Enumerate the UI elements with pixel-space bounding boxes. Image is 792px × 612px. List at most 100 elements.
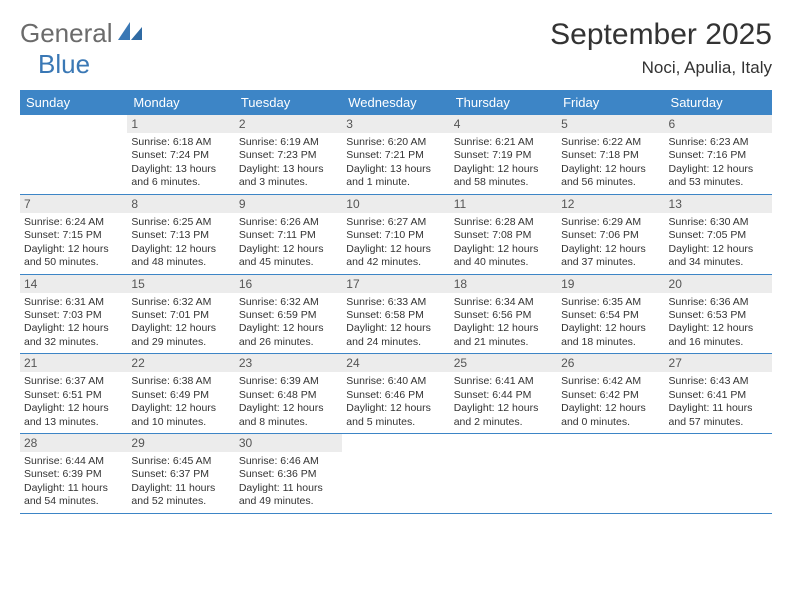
sunrise-line: Sunrise: 6:33 AM (346, 296, 445, 309)
logo-word-blue: Blue (38, 49, 90, 79)
day-cell: 19Sunrise: 6:35 AMSunset: 6:54 PMDayligh… (557, 275, 664, 354)
day-body: Sunrise: 6:42 AMSunset: 6:42 PMDaylight:… (557, 372, 664, 433)
day-body: Sunrise: 6:32 AMSunset: 7:01 PMDaylight:… (127, 293, 234, 354)
day-body: Sunrise: 6:36 AMSunset: 6:53 PMDaylight:… (665, 293, 772, 354)
day-cell: 10Sunrise: 6:27 AMSunset: 7:10 PMDayligh… (342, 195, 449, 274)
day-number: 15 (127, 275, 234, 293)
sunset-line: Sunset: 7:18 PM (561, 149, 660, 162)
day-body: Sunrise: 6:23 AMSunset: 7:16 PMDaylight:… (665, 133, 772, 194)
weekday-header: Monday (127, 90, 234, 115)
sunrise-line: Sunrise: 6:42 AM (561, 375, 660, 388)
sunrise-line: Sunrise: 6:30 AM (669, 216, 768, 229)
day-cell (557, 434, 664, 513)
day-cell: 24Sunrise: 6:40 AMSunset: 6:46 PMDayligh… (342, 354, 449, 433)
day-cell: 25Sunrise: 6:41 AMSunset: 6:44 PMDayligh… (450, 354, 557, 433)
day-number: 6 (665, 115, 772, 133)
day-cell (342, 434, 449, 513)
day-cell (450, 434, 557, 513)
weeks-container: 1Sunrise: 6:18 AMSunset: 7:24 PMDaylight… (20, 115, 772, 514)
sunrise-line: Sunrise: 6:36 AM (669, 296, 768, 309)
logo-sail-icon (116, 29, 144, 46)
day-number: 7 (20, 195, 127, 213)
day-cell: 21Sunrise: 6:37 AMSunset: 6:51 PMDayligh… (20, 354, 127, 433)
weekday-header: Saturday (665, 90, 772, 115)
day-number: 2 (235, 115, 342, 133)
daylight-line: Daylight: 12 hours and 24 minutes. (346, 322, 445, 349)
sunset-line: Sunset: 7:05 PM (669, 229, 768, 242)
sunset-line: Sunset: 6:53 PM (669, 309, 768, 322)
calendar-grid: Sunday Monday Tuesday Wednesday Thursday… (20, 90, 772, 514)
sunrise-line: Sunrise: 6:43 AM (669, 375, 768, 388)
day-body: Sunrise: 6:30 AMSunset: 7:05 PMDaylight:… (665, 213, 772, 274)
sunset-line: Sunset: 7:15 PM (24, 229, 123, 242)
day-body: Sunrise: 6:37 AMSunset: 6:51 PMDaylight:… (20, 372, 127, 433)
day-body: Sunrise: 6:31 AMSunset: 7:03 PMDaylight:… (20, 293, 127, 354)
day-body: Sunrise: 6:45 AMSunset: 6:37 PMDaylight:… (127, 452, 234, 513)
day-cell: 30Sunrise: 6:46 AMSunset: 6:36 PMDayligh… (235, 434, 342, 513)
sunset-line: Sunset: 6:49 PM (131, 389, 230, 402)
day-number: 26 (557, 354, 664, 372)
daylight-line: Daylight: 11 hours and 54 minutes. (24, 482, 123, 509)
weekday-header: Sunday (20, 90, 127, 115)
day-number: 5 (557, 115, 664, 133)
sunrise-line: Sunrise: 6:20 AM (346, 136, 445, 149)
week-row: 14Sunrise: 6:31 AMSunset: 7:03 PMDayligh… (20, 275, 772, 355)
sunrise-line: Sunrise: 6:23 AM (669, 136, 768, 149)
sunset-line: Sunset: 6:46 PM (346, 389, 445, 402)
sunrise-line: Sunrise: 6:37 AM (24, 375, 123, 388)
sunset-line: Sunset: 6:58 PM (346, 309, 445, 322)
sunset-line: Sunset: 7:11 PM (239, 229, 338, 242)
day-body: Sunrise: 6:29 AMSunset: 7:06 PMDaylight:… (557, 213, 664, 274)
day-number: 14 (20, 275, 127, 293)
daylight-line: Daylight: 12 hours and 10 minutes. (131, 402, 230, 429)
day-cell: 22Sunrise: 6:38 AMSunset: 6:49 PMDayligh… (127, 354, 234, 433)
sunrise-line: Sunrise: 6:18 AM (131, 136, 230, 149)
day-number: 11 (450, 195, 557, 213)
day-number: 24 (342, 354, 449, 372)
day-number: 13 (665, 195, 772, 213)
sunset-line: Sunset: 7:03 PM (24, 309, 123, 322)
day-number: 18 (450, 275, 557, 293)
day-body: Sunrise: 6:46 AMSunset: 6:36 PMDaylight:… (235, 452, 342, 513)
day-number: 27 (665, 354, 772, 372)
daylight-line: Daylight: 12 hours and 5 minutes. (346, 402, 445, 429)
day-number: 28 (20, 434, 127, 452)
sunset-line: Sunset: 7:10 PM (346, 229, 445, 242)
sunset-line: Sunset: 7:16 PM (669, 149, 768, 162)
sunrise-line: Sunrise: 6:27 AM (346, 216, 445, 229)
sunrise-line: Sunrise: 6:21 AM (454, 136, 553, 149)
week-row: 7Sunrise: 6:24 AMSunset: 7:15 PMDaylight… (20, 195, 772, 275)
day-cell: 11Sunrise: 6:28 AMSunset: 7:08 PMDayligh… (450, 195, 557, 274)
day-cell: 18Sunrise: 6:34 AMSunset: 6:56 PMDayligh… (450, 275, 557, 354)
daylight-line: Daylight: 12 hours and 13 minutes. (24, 402, 123, 429)
day-cell: 6Sunrise: 6:23 AMSunset: 7:16 PMDaylight… (665, 115, 772, 194)
day-number: 17 (342, 275, 449, 293)
day-cell (20, 115, 127, 194)
daylight-line: Daylight: 11 hours and 49 minutes. (239, 482, 338, 509)
day-number: 21 (20, 354, 127, 372)
daylight-line: Daylight: 12 hours and 40 minutes. (454, 243, 553, 270)
daylight-line: Daylight: 12 hours and 26 minutes. (239, 322, 338, 349)
sunrise-line: Sunrise: 6:24 AM (24, 216, 123, 229)
day-cell: 26Sunrise: 6:42 AMSunset: 6:42 PMDayligh… (557, 354, 664, 433)
day-body: Sunrise: 6:18 AMSunset: 7:24 PMDaylight:… (127, 133, 234, 194)
day-body: Sunrise: 6:38 AMSunset: 6:49 PMDaylight:… (127, 372, 234, 433)
sunset-line: Sunset: 6:56 PM (454, 309, 553, 322)
sunset-line: Sunset: 6:37 PM (131, 468, 230, 481)
day-cell: 15Sunrise: 6:32 AMSunset: 7:01 PMDayligh… (127, 275, 234, 354)
sunrise-line: Sunrise: 6:44 AM (24, 455, 123, 468)
day-body: Sunrise: 6:24 AMSunset: 7:15 PMDaylight:… (20, 213, 127, 274)
day-cell: 29Sunrise: 6:45 AMSunset: 6:37 PMDayligh… (127, 434, 234, 513)
sunrise-line: Sunrise: 6:35 AM (561, 296, 660, 309)
sunset-line: Sunset: 7:08 PM (454, 229, 553, 242)
day-number: 10 (342, 195, 449, 213)
day-cell: 20Sunrise: 6:36 AMSunset: 6:53 PMDayligh… (665, 275, 772, 354)
daylight-line: Daylight: 12 hours and 2 minutes. (454, 402, 553, 429)
topbar: General Blue September 2025 Noci, Apulia… (20, 18, 772, 80)
sunrise-line: Sunrise: 6:45 AM (131, 455, 230, 468)
day-body: Sunrise: 6:22 AMSunset: 7:18 PMDaylight:… (557, 133, 664, 194)
day-body: Sunrise: 6:35 AMSunset: 6:54 PMDaylight:… (557, 293, 664, 354)
sunrise-line: Sunrise: 6:34 AM (454, 296, 553, 309)
sunset-line: Sunset: 6:42 PM (561, 389, 660, 402)
sunset-line: Sunset: 7:23 PM (239, 149, 338, 162)
